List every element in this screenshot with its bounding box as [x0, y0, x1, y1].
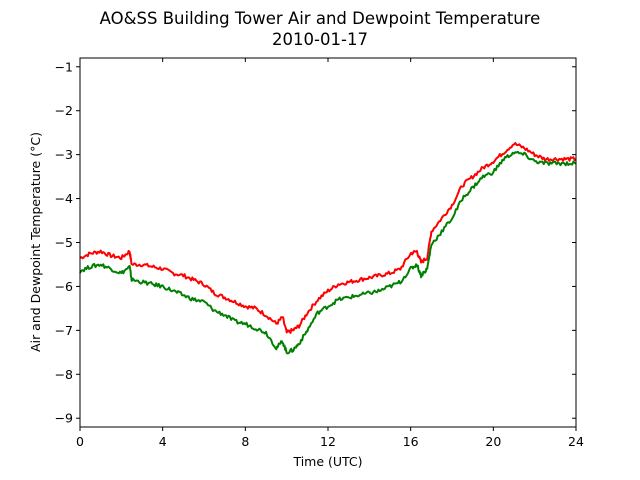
y-tick-label: −8: [55, 367, 73, 382]
y-tick-label: −3: [55, 147, 73, 162]
chart-subtitle: 2010-01-17: [272, 30, 368, 49]
x-tick-label: 24: [568, 434, 584, 449]
y-tick-label: −6: [55, 279, 73, 294]
y-axis-label: Air and Dewpoint Temperature (°C): [28, 132, 43, 352]
series-layer: [79, 142, 577, 355]
x-axis-label: Time (UTC): [292, 454, 362, 469]
plot-frame: [79, 57, 577, 428]
y-tick-label: −2: [55, 103, 73, 118]
y-tick-label: −4: [55, 191, 73, 206]
y-tick-label: −9: [55, 411, 73, 426]
ticks-layer: 0 4 8 12 16 20 24 −9 −8 −7 −6 −5 −4 −3 −2 −1: [55, 58, 584, 449]
y-tick-label: −5: [55, 235, 73, 250]
x-tick-label: 4: [159, 434, 167, 449]
series-line-2: [79, 150, 577, 355]
chart-title: AO&SS Building Tower Air and Dewpoint Te…: [100, 9, 541, 28]
x-tick-label: 12: [320, 434, 336, 449]
x-tick-label: 20: [485, 434, 501, 449]
series-line-1: [79, 142, 577, 334]
x-tick-label: 0: [76, 434, 84, 449]
x-tick-label: 16: [403, 434, 419, 449]
x-tick-label: 8: [241, 434, 249, 449]
y-tick-label: −7: [55, 323, 73, 338]
y-tick-label: −1: [55, 59, 73, 74]
